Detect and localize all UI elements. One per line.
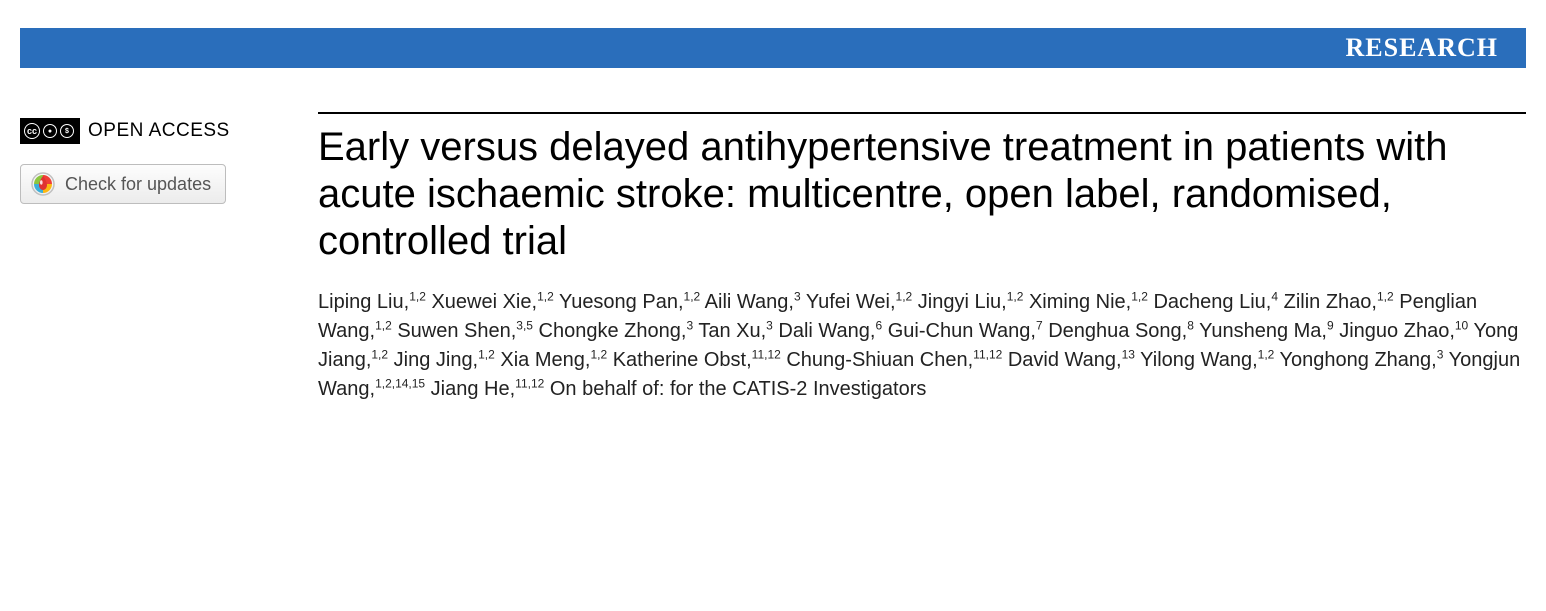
- author-name: Denghua Song,: [1048, 320, 1187, 342]
- open-access-row: cc ● $ OPEN ACCESS: [20, 118, 300, 144]
- author-affiliation: 7: [1036, 318, 1043, 332]
- content-area: cc ● $ OPEN ACCESS Check for updates: [20, 112, 1526, 404]
- author-list: Liping Liu,1,2 Xuewei Xie,1,2 Yuesong Pa…: [318, 288, 1526, 404]
- author-name: Yufei Wei,: [806, 291, 896, 313]
- author-name: Liping Liu,: [318, 291, 409, 313]
- author-affiliation: 1,2: [478, 347, 495, 361]
- author-name: Suwen Shen,: [397, 320, 516, 342]
- author-affiliation: 1,2: [375, 318, 392, 332]
- author-name: Gui-Chun Wang,: [888, 320, 1036, 342]
- author-affiliation: 6: [875, 318, 882, 332]
- author-name: Dali Wang,: [778, 320, 875, 342]
- article-title: Early versus delayed antihypertensive tr…: [318, 124, 1526, 266]
- author-name: Jiang He,: [431, 378, 516, 400]
- author-name: Jingyi Liu,: [918, 291, 1007, 313]
- author-affiliation: 1,2: [537, 289, 554, 303]
- author-name: Katherine Obst,: [613, 349, 752, 371]
- section-banner-label: RESEARCH: [1346, 33, 1498, 63]
- author-name: Zilin Zhao,: [1284, 291, 1377, 313]
- author-affiliation: 1,2: [1131, 289, 1148, 303]
- check-for-updates-label: Check for updates: [65, 174, 211, 195]
- author-affiliation: 11,12: [973, 347, 1002, 361]
- author-affiliation: 13: [1122, 347, 1135, 361]
- author-name: Ximing Nie,: [1029, 291, 1131, 313]
- author-name: Dacheng Liu,: [1153, 291, 1271, 313]
- author-name: Chung-Shiuan Chen,: [786, 349, 973, 371]
- by-icon: ●: [43, 124, 57, 138]
- author-affiliation: 8: [1187, 318, 1194, 332]
- author-affiliation: 3: [1437, 347, 1444, 361]
- on-behalf-text: On behalf of: for the CATIS-2 Investigat…: [550, 378, 926, 400]
- nc-icon: $: [60, 124, 74, 138]
- author-affiliation: 3: [794, 289, 801, 303]
- author-affiliation: 1,2,14,15: [375, 376, 425, 390]
- author-affiliation: 1,2: [896, 289, 913, 303]
- author-affiliation: 10: [1455, 318, 1468, 332]
- sidebar: cc ● $ OPEN ACCESS Check for updates: [20, 112, 300, 404]
- author-affiliation: 1,2: [1377, 289, 1394, 303]
- cc-icon: cc: [24, 123, 40, 139]
- author-name: Yunsheng Ma,: [1199, 320, 1327, 342]
- author-name: Xia Meng,: [500, 349, 590, 371]
- author-affiliation: 11,12: [752, 347, 781, 361]
- open-access-label: OPEN ACCESS: [88, 120, 230, 142]
- author-affiliation: 1,2: [409, 289, 426, 303]
- author-name: Jinguo Zhao,: [1339, 320, 1455, 342]
- author-affiliation: 11,12: [515, 376, 544, 390]
- check-for-updates-button[interactable]: Check for updates: [20, 164, 226, 204]
- author-affiliation: 3,5: [516, 318, 533, 332]
- cc-license-icon: cc ● $: [20, 118, 80, 144]
- author-name: Aili Wang,: [705, 291, 794, 313]
- author-name: Yuesong Pan,: [559, 291, 684, 313]
- author-affiliation: 1,2: [1007, 289, 1024, 303]
- crossmark-icon: [31, 172, 55, 196]
- author-name: Jing Jing,: [394, 349, 479, 371]
- author-name: Xuewei Xie,: [431, 291, 537, 313]
- author-affiliation: 3: [766, 318, 773, 332]
- author-affiliation: 1,2: [1258, 347, 1275, 361]
- author-affiliation: 1,2: [684, 289, 701, 303]
- author-name: Yilong Wang,: [1140, 349, 1257, 371]
- author-affiliation: 3: [686, 318, 693, 332]
- author-name: David Wang,: [1008, 349, 1122, 371]
- article-header: Early versus delayed antihypertensive tr…: [318, 112, 1526, 404]
- section-banner: RESEARCH: [20, 28, 1526, 68]
- author-affiliation: 1,2: [590, 347, 607, 361]
- author-affiliation: 4: [1271, 289, 1278, 303]
- author-name: Yonghong Zhang,: [1280, 349, 1437, 371]
- author-affiliation: 1,2: [371, 347, 388, 361]
- author-name: Tan Xu,: [698, 320, 766, 342]
- author-affiliation: 9: [1327, 318, 1334, 332]
- author-name: Chongke Zhong,: [539, 320, 687, 342]
